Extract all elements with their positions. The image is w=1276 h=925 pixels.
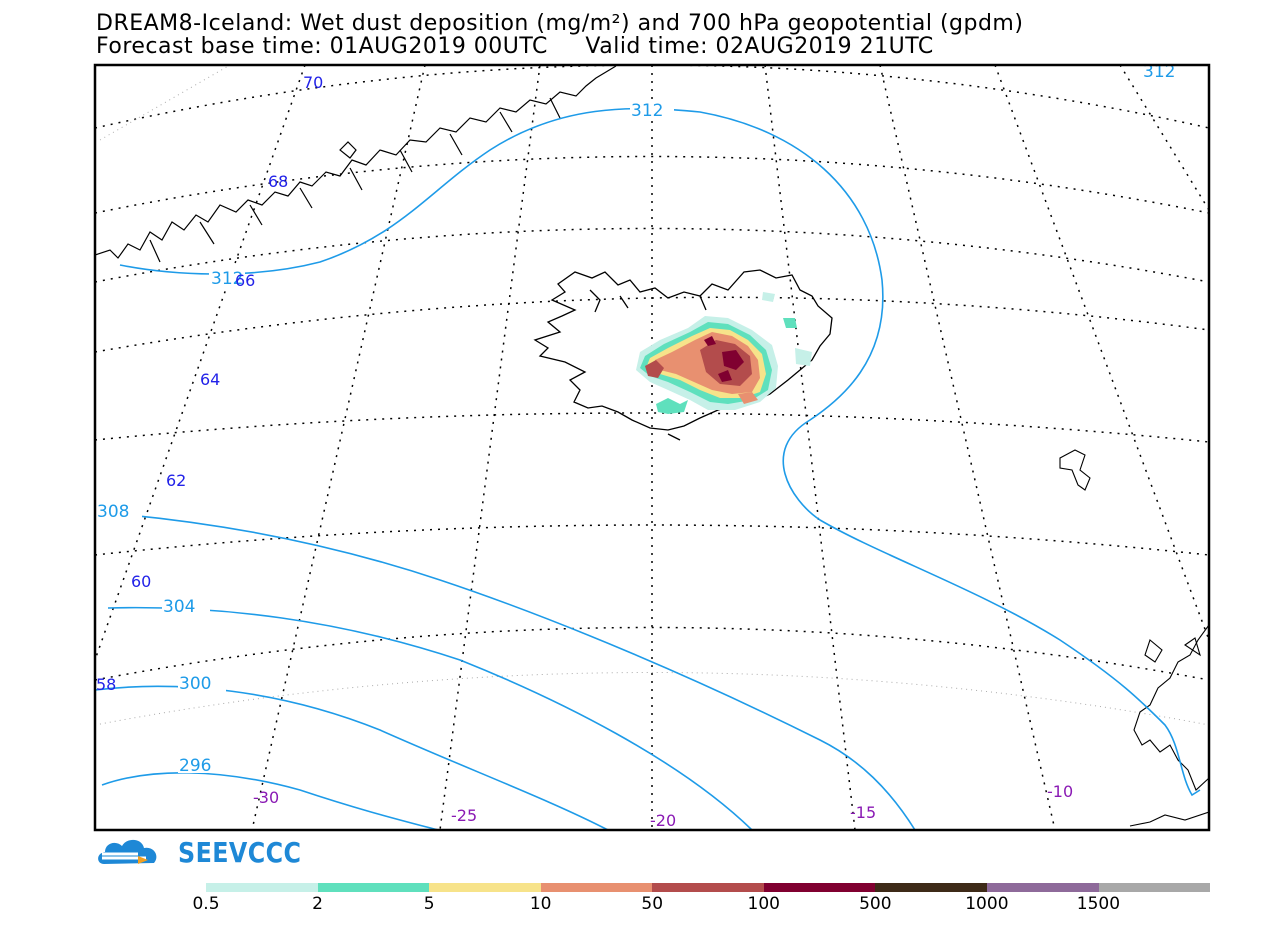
geopotential-contours <box>95 107 1201 830</box>
legend-threshold-label: 5 <box>423 894 435 914</box>
contour-label: 304 <box>163 597 195 617</box>
latitude-label: 70 <box>303 73 323 92</box>
legend-swatch <box>652 883 764 892</box>
seevccc-logo: SEEVCCC <box>94 834 323 870</box>
legend-swatch <box>986 883 1099 892</box>
legend-threshold-label: 500 <box>859 894 892 914</box>
latitude-label-group: 70 68 66 64 62 60 58 <box>96 73 323 694</box>
legend-swatch <box>875 883 987 892</box>
legend-threshold-label: 0.5 <box>192 894 220 914</box>
contour-label: 312 <box>211 269 243 289</box>
longitude-label-group: -30 -25 -20 -15 -10 <box>253 782 1073 830</box>
graticule <box>95 65 1209 830</box>
legend-threshold-label: 2 <box>312 894 323 914</box>
legend-threshold-label: 100 <box>747 894 780 914</box>
legend-swatch <box>540 883 653 892</box>
logo-text: SEEVCCC <box>178 835 302 869</box>
longitude-label: -10 <box>1047 782 1073 801</box>
legend-threshold-label: 10 <box>529 894 552 914</box>
latitude-label: 68 <box>268 172 288 191</box>
latitude-label: 66 <box>235 271 255 290</box>
legend-swatch <box>1098 883 1211 892</box>
latitude-label: 58 <box>96 675 116 694</box>
legend-swatch <box>317 883 430 892</box>
map-title: DREAM8-Iceland: Wet dust deposition (mg/… <box>96 11 1024 36</box>
longitude-label: -15 <box>850 803 876 822</box>
legend-threshold-label: 50 <box>641 894 664 914</box>
contour-label-group: 312 312 312 308 304 300 296 <box>96 62 1186 776</box>
cloud-logo-icon <box>98 839 157 864</box>
legend-threshold-label: 1500 <box>1076 894 1121 914</box>
contour-label: 312 <box>631 101 663 121</box>
latitude-label: 60 <box>131 572 151 591</box>
legend-swatch <box>429 883 541 892</box>
contour-label: 296 <box>179 756 211 776</box>
contour-label: 308 <box>97 502 129 522</box>
longitude-label: -20 <box>650 811 676 830</box>
longitude-label: -25 <box>451 806 477 825</box>
latitude-label: 62 <box>166 471 186 490</box>
legend-labels: 0.5 2 5 10 50 100 500 1000 1500 <box>0 894 1276 916</box>
legend-swatch <box>763 883 876 892</box>
map-frame-bg <box>95 65 1209 830</box>
contour-label: 312 <box>1143 62 1175 82</box>
map-subtitle: Forecast base time: 01AUG2019 00UTC Vali… <box>96 34 934 59</box>
contour-label: 300 <box>179 674 211 694</box>
greenland-coastline <box>95 65 617 263</box>
color-legend <box>206 883 1211 892</box>
longitude-label: -30 <box>253 788 279 807</box>
legend-threshold-label: 1000 <box>965 894 1009 914</box>
legend-swatch <box>206 883 318 892</box>
map-frame <box>93 63 1211 832</box>
dust-deposition-field <box>636 292 812 414</box>
latitude-label: 64 <box>200 370 220 389</box>
